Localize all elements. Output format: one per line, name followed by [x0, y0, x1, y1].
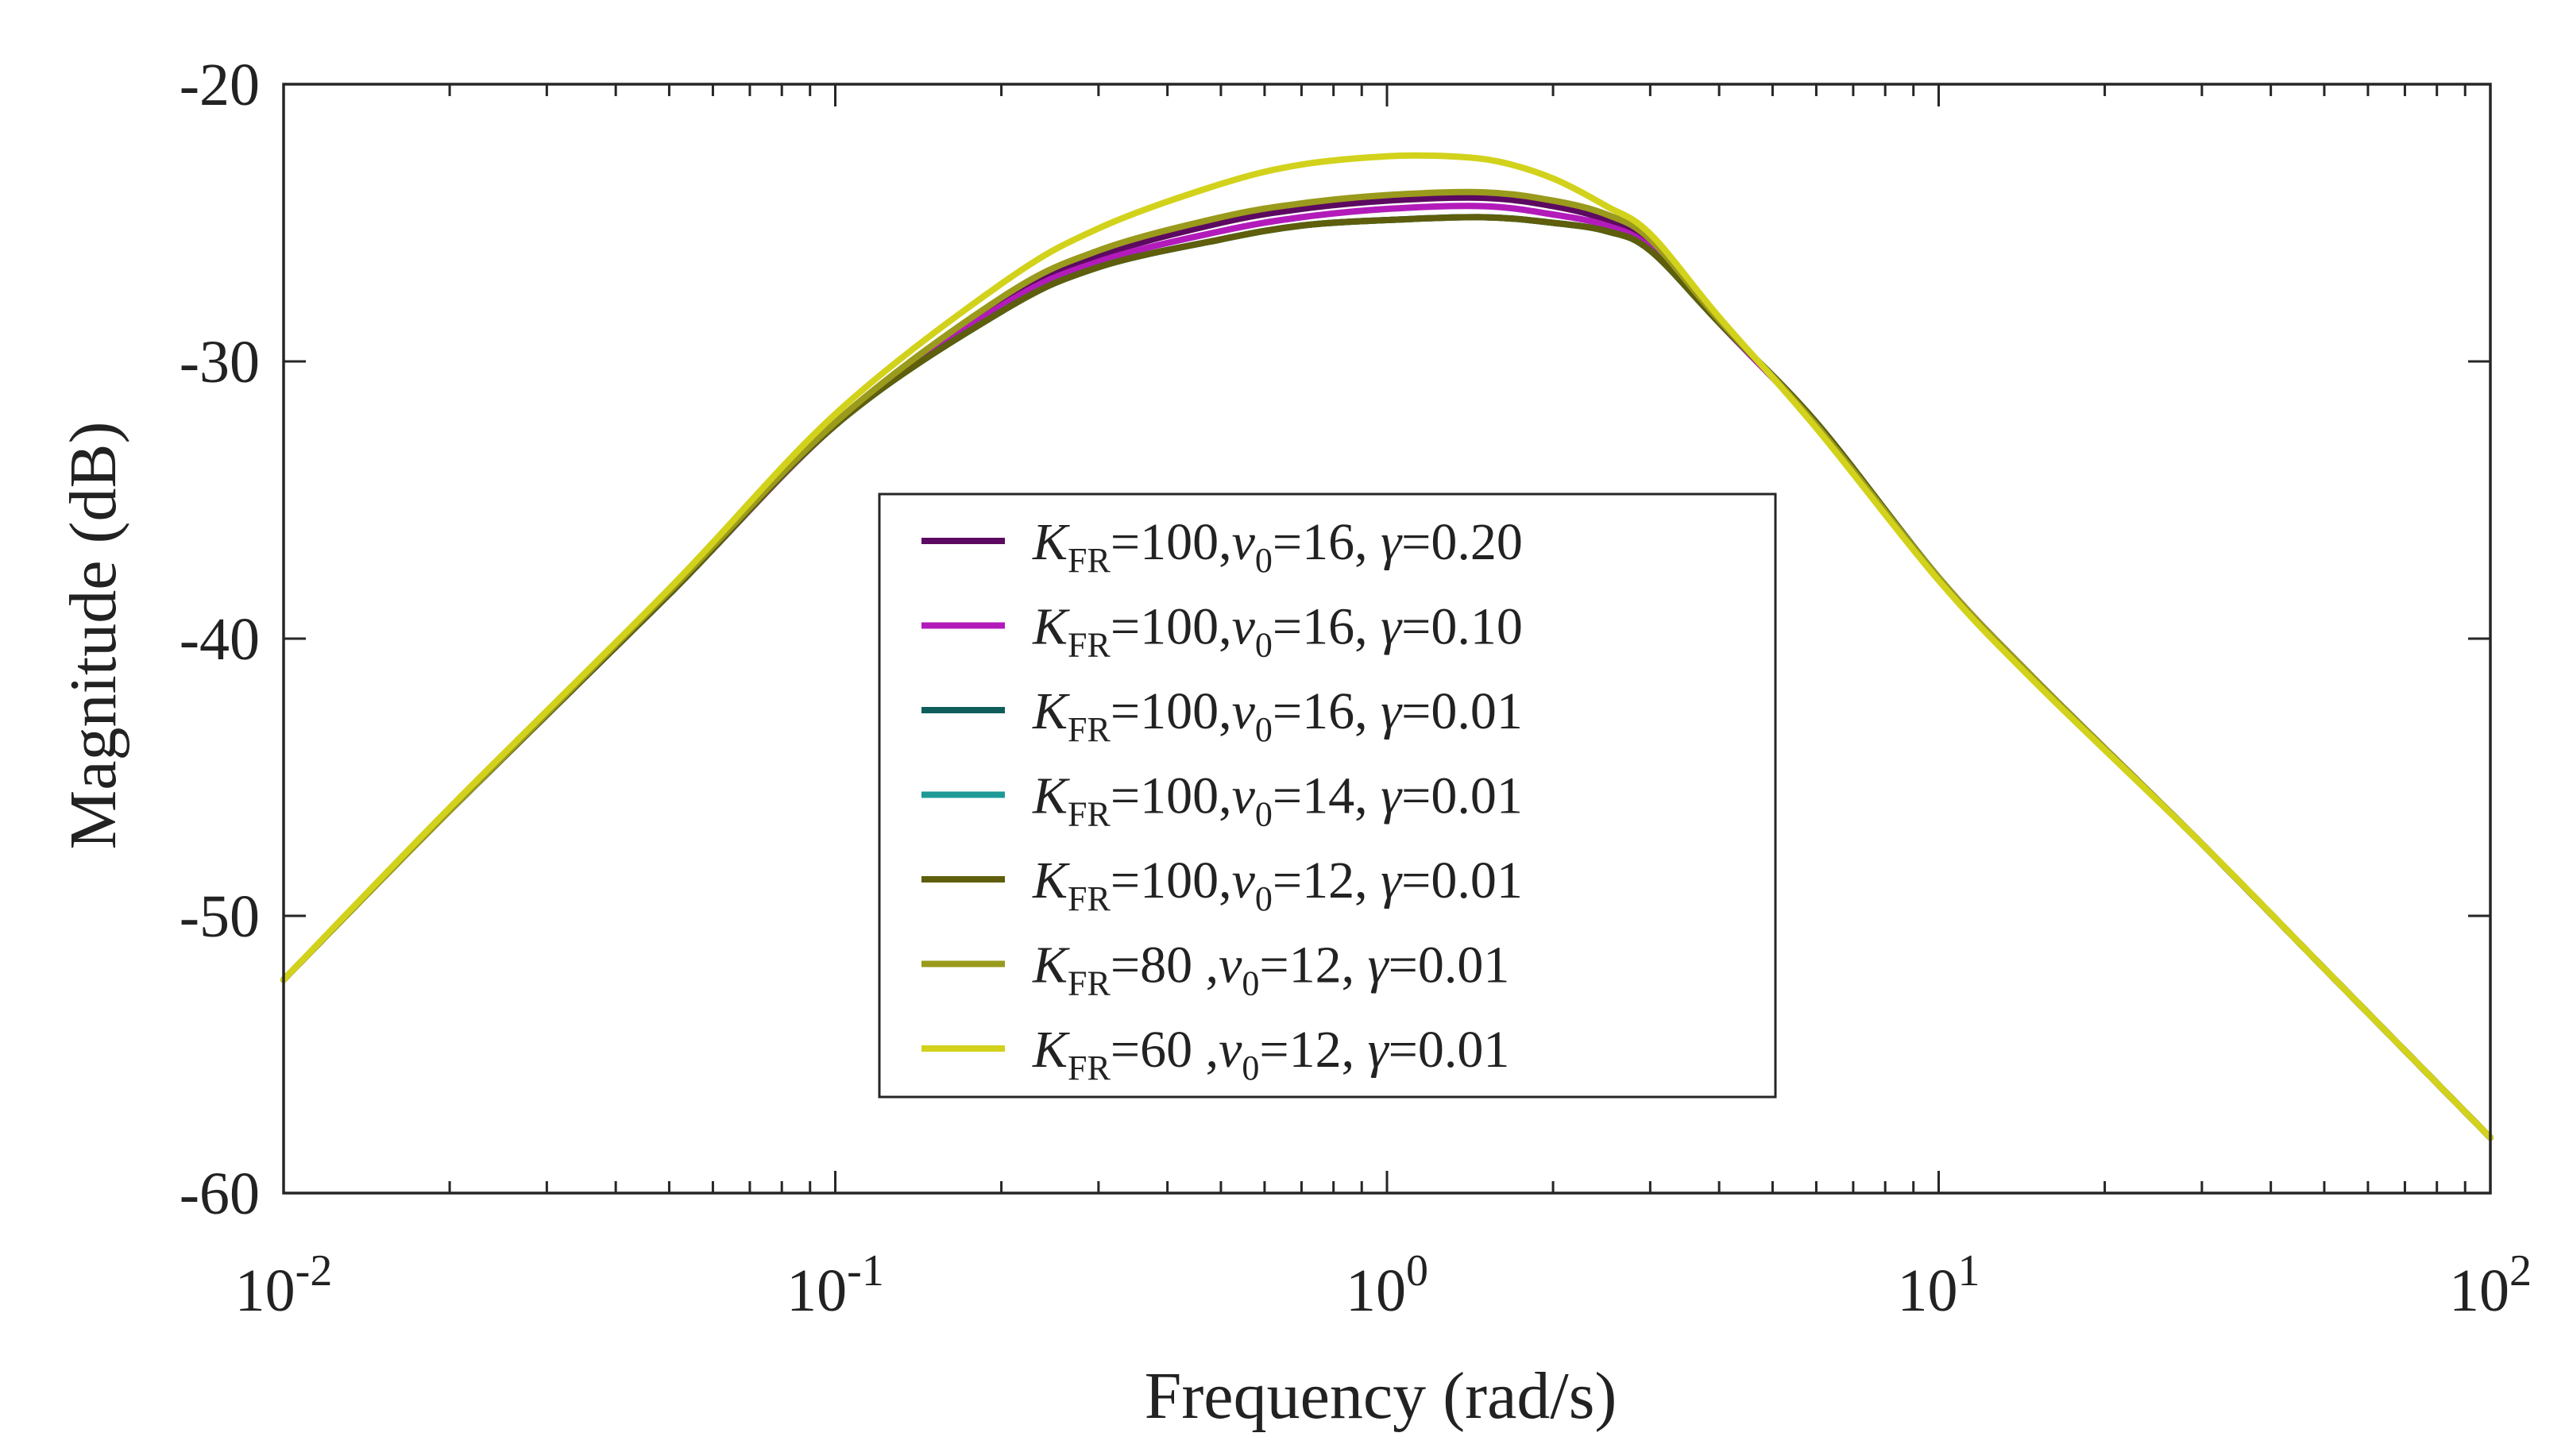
legend-text-part: K: [1032, 937, 1070, 994]
y-axis-title: Magnitude (dB): [56, 422, 130, 850]
x-tick-base: 10: [2449, 1257, 2509, 1324]
legend-text-part: FR: [1068, 626, 1111, 665]
legend-text-part: γ: [1381, 852, 1403, 910]
legend-text-part: =0.20: [1401, 513, 1523, 571]
series-lines: [280, 152, 2494, 1141]
x-tick-base: 10: [786, 1257, 847, 1324]
legend-label-4: KFR=100,v0=14, γ=0.01: [1032, 767, 1523, 834]
legend-text-part: =16,: [1273, 682, 1381, 740]
legend-text-part: =14,: [1273, 767, 1381, 825]
x-tick-exponent: -2: [296, 1246, 333, 1296]
legend-text-part: =100,: [1111, 513, 1232, 571]
legend-text-part: FR: [1068, 795, 1111, 834]
legend-text-part: K: [1032, 513, 1070, 571]
x-tick-labels: 10-2 10-1 100 101 102: [235, 1246, 2532, 1324]
legend-text-part: v: [1232, 852, 1256, 910]
legend-text-part: 0: [1255, 795, 1273, 834]
legend-text-part: =12,: [1259, 1021, 1367, 1079]
x-tick-exponent: -1: [847, 1246, 884, 1296]
x-tick-label: 102: [2449, 1246, 2532, 1324]
legend-text-part: =0.01: [1401, 682, 1523, 740]
x-axis-title: Frequency (rad/s): [1145, 1359, 1617, 1433]
legend-text-part: 0: [1242, 1049, 1259, 1087]
legend-text-part: =12,: [1273, 852, 1381, 910]
legend-label-5: KFR=100,v0=12, γ=0.01: [1032, 852, 1523, 918]
legend-text-part: =100,: [1111, 598, 1232, 656]
legend-text-part: 0: [1255, 710, 1273, 749]
x-tick-exponent: 0: [1406, 1246, 1428, 1296]
legend-text-part: K: [1032, 1021, 1070, 1079]
x-tick-base: 10: [235, 1257, 296, 1324]
legend-text-part: γ: [1381, 598, 1403, 656]
legend-text-part: =100,: [1111, 682, 1232, 740]
legend-text-part: =100,: [1111, 767, 1232, 825]
legend-text-part: FR: [1068, 1049, 1111, 1087]
legend-label-7: KFR=60 ,v0=12, γ=0.01: [1032, 1021, 1509, 1087]
legend-text-part: =100,: [1111, 852, 1232, 910]
legend-text-part: 0: [1255, 541, 1273, 580]
x-tick-base: 10: [1346, 1257, 1406, 1324]
legend-text-part: =0.01: [1389, 937, 1510, 994]
y-tick-label: -50: [180, 883, 260, 950]
legend-text-part: FR: [1068, 541, 1111, 580]
legend-text-part: =12,: [1259, 937, 1367, 994]
x-tick-label: 10-1: [786, 1246, 884, 1324]
legend-text-part: =0.01: [1389, 1021, 1510, 1079]
legend-text-part: FR: [1068, 964, 1111, 1003]
legend-text-part: γ: [1368, 937, 1390, 994]
legend-text-part: =0.01: [1401, 767, 1523, 825]
legend-label-2: KFR=100,v0=16, γ=0.10: [1032, 598, 1523, 665]
legend-text-part: K: [1032, 682, 1070, 740]
legend-text-part: v: [1232, 513, 1256, 571]
legend-text-part: FR: [1068, 879, 1111, 918]
legend-text-part: v: [1232, 682, 1256, 740]
legend-text-part: γ: [1381, 682, 1403, 740]
legend-text-part: γ: [1381, 513, 1403, 571]
legend-text-part: 0: [1255, 626, 1273, 665]
legend-text-part: K: [1032, 767, 1070, 825]
legend-label-1: KFR=100,v0=16, γ=0.20: [1032, 513, 1523, 580]
legend-text-part: =60 ,: [1111, 1021, 1219, 1079]
legend-text-part: =80 ,: [1111, 937, 1219, 994]
legend-text-part: γ: [1381, 767, 1403, 825]
x-tick-base: 10: [1898, 1257, 1958, 1324]
x-tick-label: 10-2: [235, 1246, 333, 1324]
axis-ticks: [282, 83, 2492, 1195]
legend-text-part: v: [1219, 937, 1242, 994]
legend-text-part: =16,: [1273, 513, 1381, 571]
series-line-7: [280, 152, 2494, 1141]
legend-text-part: 0: [1255, 879, 1273, 918]
x-tick-label: 100: [1346, 1246, 1428, 1324]
plot-frame: [282, 83, 2492, 1195]
legend-text-part: v: [1232, 767, 1256, 825]
legend-text-part: v: [1232, 598, 1256, 656]
y-tick-label: -60: [180, 1161, 260, 1227]
y-tick-label: -40: [180, 606, 260, 673]
x-tick-label: 101: [1898, 1246, 1980, 1324]
legend-label-6: KFR=80 ,v0=12, γ=0.01: [1032, 937, 1509, 1003]
legend-text-part: K: [1032, 598, 1070, 656]
y-tick-labels: -20 -30 -40 -50 -60: [180, 52, 260, 1227]
x-tick-exponent: 2: [2509, 1246, 2532, 1296]
legend-box: [878, 492, 1777, 1099]
legend-text-part: =0.10: [1401, 598, 1523, 656]
legend-text-part: K: [1032, 852, 1070, 910]
legend-text-part: =16,: [1273, 598, 1381, 656]
legend-text-part: v: [1219, 1021, 1242, 1079]
x-tick-exponent: 1: [1958, 1246, 1980, 1296]
legend-text-part: 0: [1242, 964, 1259, 1003]
legend-text-part: FR: [1068, 710, 1111, 749]
y-tick-label: -20: [180, 52, 260, 118]
legend-label-3: KFR=100,v0=16, γ=0.01: [1032, 682, 1523, 749]
y-tick-label: -30: [180, 329, 260, 396]
legend-text-part: =0.01: [1401, 852, 1523, 910]
legend-text-part: γ: [1368, 1021, 1390, 1079]
